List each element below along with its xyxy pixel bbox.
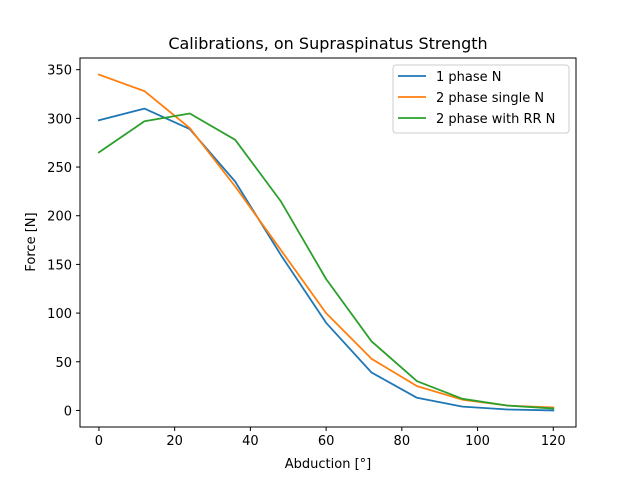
y-tick-label: 250 [47, 161, 72, 176]
x-axis-ticks: 0 20 40 60 80 100 120 [95, 427, 566, 449]
y-tick-label: 50 [55, 356, 72, 371]
y-axis-label: Force [N] [24, 212, 39, 271]
x-tick-label: 20 [166, 434, 183, 449]
x-tick-label: 120 [541, 434, 566, 449]
chart-title: Calibrations, on Supraspinatus Strength [168, 34, 487, 53]
legend-label-1: 1 phase N [436, 70, 502, 85]
legend: 1 phase N 2 phase single N 2 phase with RR… [392, 64, 570, 134]
y-tick-label: 150 [47, 258, 72, 273]
x-tick-label: 80 [394, 434, 411, 449]
series-lines [97, 73, 555, 412]
y-tick-label: 350 [47, 64, 72, 79]
plot-area-frame [79, 57, 577, 428]
x-axis-label: Abduction [°] [285, 457, 371, 472]
legend-label-3: 2 phase with RR N [436, 112, 555, 127]
y-tick-label: 100 [47, 307, 72, 322]
x-tick-label: 100 [465, 434, 490, 449]
x-tick-label: 60 [318, 434, 335, 449]
legend-label-2: 2 phase single N [436, 91, 544, 106]
series-line-1 [97, 107, 555, 412]
series-line-3 [97, 112, 555, 410]
legend-box [392, 64, 570, 134]
y-tick-label: 300 [47, 112, 72, 127]
x-tick-label: 0 [95, 434, 103, 449]
y-axis-ticks: 0 50 100 150 200 250 300 350 [47, 64, 80, 419]
x-tick-label: 40 [242, 434, 259, 449]
y-tick-label: 200 [47, 210, 72, 225]
y-tick-label: 0 [64, 404, 72, 419]
